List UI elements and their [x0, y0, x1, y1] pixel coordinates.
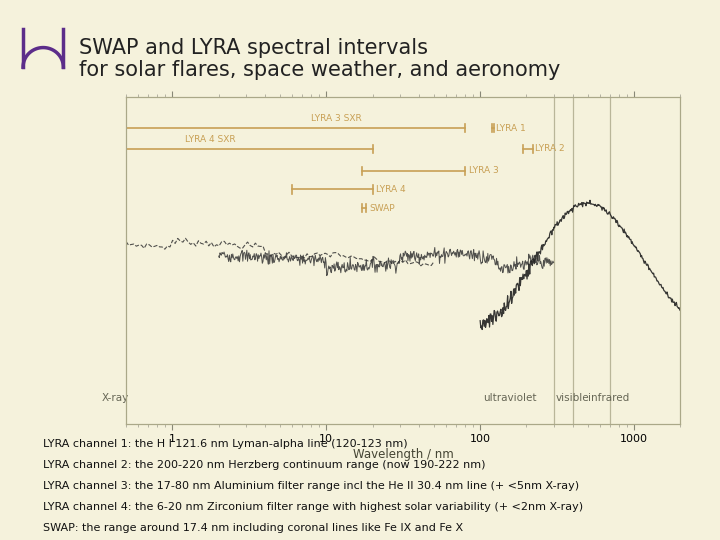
Text: LYRA channel 4: the 6-20 nm Zirconium filter range with highest solar variabilit: LYRA channel 4: the 6-20 nm Zirconium fi… [42, 502, 582, 512]
Text: ultraviolet: ultraviolet [483, 394, 537, 403]
Text: LYRA 1: LYRA 1 [495, 124, 526, 133]
Text: SWAP: SWAP [369, 204, 395, 213]
Text: LYRA 4: LYRA 4 [376, 185, 405, 194]
Text: LYRA channel 1: the H I 121.6 nm Lyman-alpha line (120-123 nm): LYRA channel 1: the H I 121.6 nm Lyman-a… [42, 439, 408, 449]
Text: LYRA 3: LYRA 3 [469, 166, 499, 175]
Text: X-ray: X-ray [102, 394, 130, 403]
Text: visible: visible [556, 394, 590, 403]
Text: infrared: infrared [588, 394, 629, 403]
X-axis label: Wavelength / nm: Wavelength / nm [353, 449, 454, 462]
Text: for solar flares, space weather, and aeronomy: for solar flares, space weather, and aer… [79, 60, 561, 80]
Text: LYRA 2: LYRA 2 [535, 144, 565, 153]
Text: SWAP and LYRA spectral intervals: SWAP and LYRA spectral intervals [79, 38, 428, 58]
Text: LYRA channel 3: the 17-80 nm Aluminium filter range incl the He II 30.4 nm line : LYRA channel 3: the 17-80 nm Aluminium f… [42, 481, 579, 491]
Text: SWAP: the range around 17.4 nm including coronal lines like Fe IX and Fe X: SWAP: the range around 17.4 nm including… [42, 523, 463, 533]
Text: LYRA 4 SXR: LYRA 4 SXR [184, 135, 235, 144]
Text: LYRA channel 2: the 200-220 nm Herzberg continuum range (now 190-222 nm): LYRA channel 2: the 200-220 nm Herzberg … [42, 460, 485, 470]
Text: LYRA 3 SXR: LYRA 3 SXR [311, 114, 362, 123]
